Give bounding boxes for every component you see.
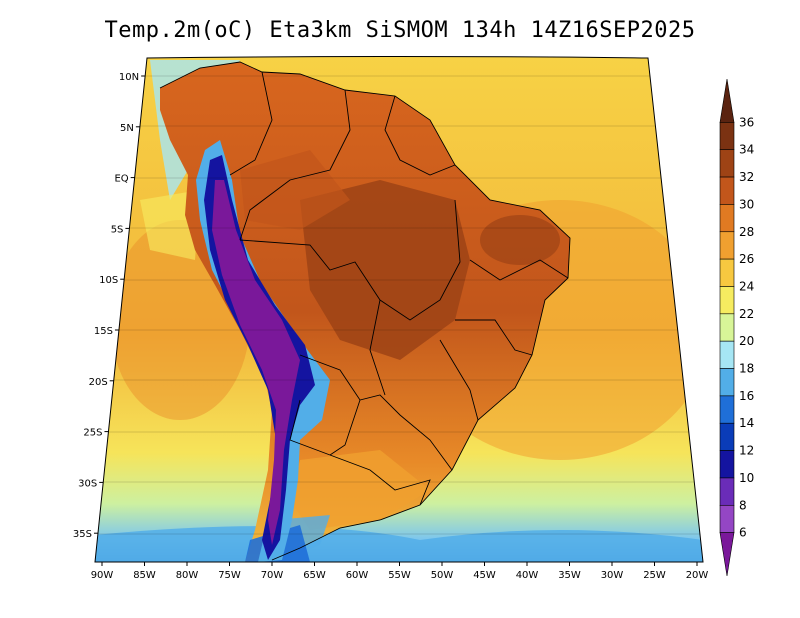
pacific-yellow-band <box>140 190 200 260</box>
lon-tick-label: 40W <box>516 570 539 581</box>
amazon-warm-zone <box>240 150 350 230</box>
colorbar-swatch-top <box>719 78 735 123</box>
colorbar: 36 34 32 30 28 26 24 22 20 18 16 14 12 10 8 6 <box>719 78 754 577</box>
lon-tick-label: 75W <box>218 570 241 581</box>
lat-tick-label: 20S <box>89 377 108 388</box>
lon-tick-label: 50W <box>431 570 454 581</box>
lat-tick-label: 10N <box>119 72 139 83</box>
andes-ridge-core <box>212 180 300 545</box>
colorbar-label: 18 <box>739 362 754 376</box>
lon-tick-label: 25W <box>643 570 666 581</box>
colorbar-swatch <box>719 149 735 178</box>
lon-tick-label: 90W <box>91 570 114 581</box>
lat-tick-label: EQ <box>114 174 128 185</box>
southern-cone-mild <box>290 450 430 530</box>
lat-tick-label: 5N <box>120 123 134 134</box>
lat-tick-label: 35S <box>73 529 92 540</box>
lon-tick-label: 35W <box>558 570 581 581</box>
colorbar-label: 8 <box>739 498 747 512</box>
colorbar-swatch <box>719 422 735 451</box>
colorbar-label: 12 <box>739 444 754 458</box>
colorbar-swatch <box>719 176 735 205</box>
colorbar-swatch <box>719 286 735 315</box>
lat-tick-label: 25S <box>83 428 102 439</box>
colorbar-label: 30 <box>739 197 754 211</box>
lat-tick-label: 30S <box>78 478 97 489</box>
colorbar-swatch <box>719 231 735 260</box>
colorbar-label: 34 <box>739 143 754 157</box>
colorbar-swatch <box>719 122 735 151</box>
colorbar-swatch <box>719 395 735 424</box>
lon-tick-label: 30W <box>601 570 624 581</box>
colorbar-label: 28 <box>739 225 754 239</box>
lon-tick-label: 85W <box>133 570 156 581</box>
northeast-hot-zone <box>480 215 560 265</box>
longitude-axis: 90W 85W 80W 75W 70W 65W 60W 55W 50W 45W 40W 35W 30W 2… <box>91 562 709 581</box>
lon-tick-label: 20W <box>686 570 709 581</box>
colorbar-swatch <box>719 340 735 369</box>
lon-tick-label: 45W <box>473 570 496 581</box>
lon-tick-label: 65W <box>303 570 326 581</box>
colorbar-label: 14 <box>739 416 754 430</box>
lon-tick-label: 80W <box>176 570 199 581</box>
colorbar-swatch <box>719 368 735 397</box>
interior-hot-zone <box>300 180 470 360</box>
colorbar-swatch <box>719 313 735 342</box>
colorbar-label: 36 <box>739 115 754 129</box>
colorbar-label: 10 <box>739 471 754 485</box>
colorbar-swatch <box>719 204 735 233</box>
political-boundaries <box>159 61 571 561</box>
lat-tick-label: 15S <box>94 326 113 337</box>
lat-tick-label: 10S <box>99 275 118 286</box>
lon-tick-label: 70W <box>261 570 284 581</box>
lon-tick-label: 60W <box>346 570 369 581</box>
colorbar-swatch <box>719 450 735 479</box>
colorbar-label: 32 <box>739 170 754 184</box>
colorbar-swatch <box>719 504 735 533</box>
colorbar-label: 6 <box>739 526 747 540</box>
colorbar-label: 22 <box>739 307 754 321</box>
colorbar-label: 20 <box>739 334 754 348</box>
colorbar-swatch <box>719 258 735 287</box>
colorbar-label: 26 <box>739 252 754 266</box>
map-frame <box>94 56 704 563</box>
colorbar-swatch <box>719 477 735 506</box>
lon-tick-label: 55W <box>388 570 411 581</box>
map-title: Temp.2m(oC) Eta3km SiSMOM 134h 14Z16SEP2… <box>104 18 696 43</box>
latitude-axis: 10N 5N EQ 5S 10S 15S 20S 25S 30S 35S <box>73 72 146 540</box>
colorbar-label: 16 <box>739 389 754 403</box>
lat-tick-label: 5S <box>111 224 124 235</box>
colorbar-label: 24 <box>739 279 754 293</box>
colorbar-swatch-bottom <box>719 532 735 577</box>
